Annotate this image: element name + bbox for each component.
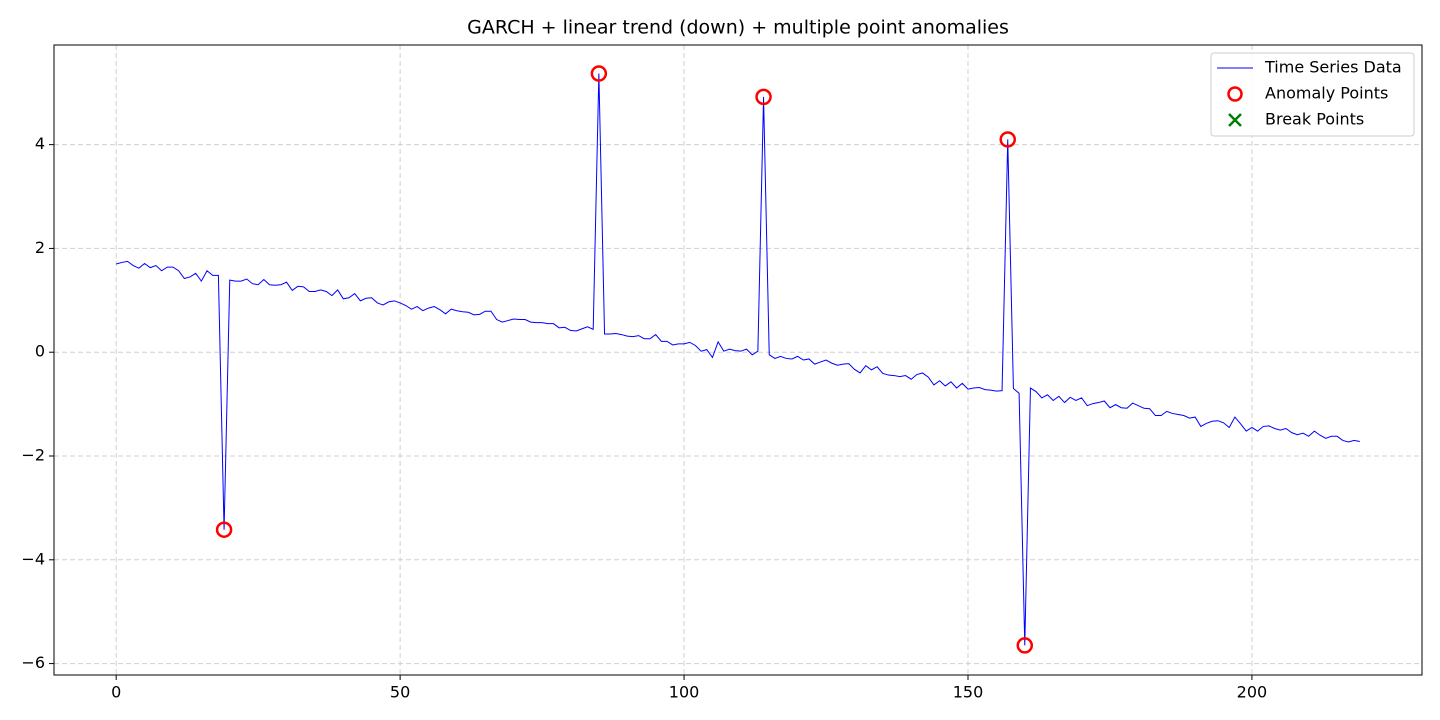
anomaly-marker bbox=[755, 88, 772, 106]
x-tick-label: 200 bbox=[1237, 683, 1268, 702]
anomaly-marker bbox=[999, 131, 1016, 148]
x-tick-label: 150 bbox=[953, 683, 984, 702]
anomaly-marker bbox=[215, 521, 233, 538]
anomaly-marker bbox=[590, 65, 608, 82]
x-tick-label: 100 bbox=[669, 683, 700, 702]
chart-title: GARCH + linear trend (down) + multiple p… bbox=[467, 17, 1009, 39]
y-tick-label: −6 bbox=[21, 653, 45, 672]
legend-marker bbox=[1227, 86, 1243, 102]
legend-label: Anomaly Points bbox=[1265, 84, 1388, 103]
anomaly-marker bbox=[1016, 637, 1034, 654]
legend-marker bbox=[1228, 113, 1242, 127]
x-tick-label: 0 bbox=[111, 683, 121, 702]
x-tick-label: 50 bbox=[390, 683, 410, 702]
y-tick-label: 0 bbox=[35, 342, 45, 361]
plot-frame bbox=[53, 44, 1423, 676]
y-tick-label: −2 bbox=[21, 446, 45, 465]
y-tick-label: 2 bbox=[35, 238, 45, 257]
y-tick-label: 4 bbox=[35, 134, 45, 153]
legend-box bbox=[1210, 52, 1415, 137]
legend-label: Break Points bbox=[1265, 110, 1364, 129]
y-tick-label: −4 bbox=[21, 549, 45, 568]
legend-label: Time Series Data bbox=[1264, 58, 1402, 77]
data-line bbox=[116, 73, 1360, 646]
